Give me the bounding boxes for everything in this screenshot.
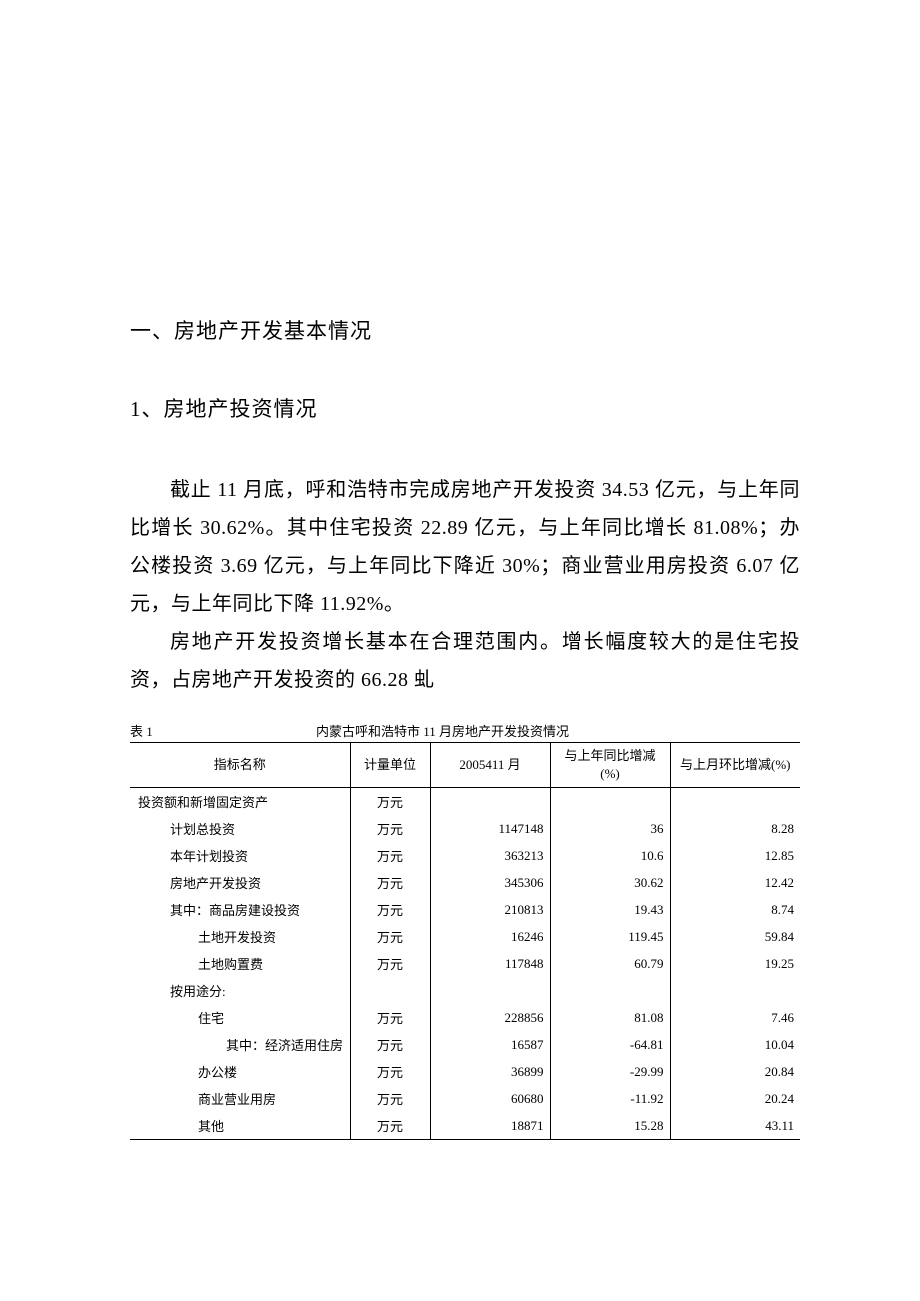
table-caption: 表 1 内蒙古呼和浩特市 11 月房地产开发投资情况 [130, 721, 800, 740]
cell-name: 土地开发投资 [130, 923, 350, 950]
document-page: 一、房地产开发基本情况 1、房地产投资情况 截止 11 月底，呼和浩特市完成房地… [0, 0, 920, 1301]
cell-mom: 8.74 [670, 896, 800, 923]
col-header-yoy: 与上年同比增减 (%) [550, 743, 670, 788]
cell-yoy: 81.08 [550, 1004, 670, 1031]
cell-name: 计划总投资 [130, 815, 350, 842]
cell-yoy: 30.62 [550, 869, 670, 896]
cell-name: 投资额和新增固定资产 [130, 788, 350, 816]
cell-value [430, 788, 550, 816]
cell-value: 18871 [430, 1112, 550, 1140]
cell-name: 办公楼 [130, 1058, 350, 1085]
cell-yoy: 15.28 [550, 1112, 670, 1140]
cell-value: 363213 [430, 842, 550, 869]
cell-yoy [550, 788, 670, 816]
cell-unit: 万元 [350, 869, 430, 896]
cell-name: 按用途分: [130, 977, 350, 1004]
cell-mom [670, 788, 800, 816]
cell-yoy: -64.81 [550, 1031, 670, 1058]
cell-mom: 43.11 [670, 1112, 800, 1140]
cell-unit: 万元 [350, 1085, 430, 1112]
cell-name: 商业营业用房 [130, 1085, 350, 1112]
cell-yoy: 60.79 [550, 950, 670, 977]
section-heading-1: 一、房地产开发基本情况 [130, 315, 800, 345]
table-row: 按用途分: [130, 977, 800, 1004]
cell-name: 其中：经济适用住房 [130, 1031, 350, 1058]
cell-value: 36899 [430, 1058, 550, 1085]
table-row: 其中：经济适用住房万元16587-64.8110.04 [130, 1031, 800, 1058]
cell-name: 其他 [130, 1112, 350, 1140]
table-body: 投资额和新增固定资产万元计划总投资万元1147148368.28本年计划投资万元… [130, 788, 800, 1140]
table-row: 住宅万元22885681.087.46 [130, 1004, 800, 1031]
table-row: 土地购置费万元11784860.7919.25 [130, 950, 800, 977]
cell-yoy: 10.6 [550, 842, 670, 869]
table-row: 房地产开发投资万元34530630.6212.42 [130, 869, 800, 896]
table-row: 其他万元1887115.2843.11 [130, 1112, 800, 1140]
cell-value [430, 977, 550, 1004]
col-header-mom: 与上月环比增减(%) [670, 743, 800, 788]
cell-value: 60680 [430, 1085, 550, 1112]
cell-value: 345306 [430, 869, 550, 896]
cell-unit: 万元 [350, 896, 430, 923]
cell-mom: 12.85 [670, 842, 800, 869]
cell-unit: 万元 [350, 950, 430, 977]
cell-mom: 10.04 [670, 1031, 800, 1058]
cell-unit: 万元 [350, 842, 430, 869]
cell-mom [670, 977, 800, 1004]
section-heading-2: 1、房地产投资情况 [130, 393, 800, 423]
col-header-value: 2005411 月 [430, 743, 550, 788]
table-title: 内蒙古呼和浩特市 11 月房地产开发投资情况 [316, 721, 569, 740]
cell-mom: 7.46 [670, 1004, 800, 1031]
table-row: 本年计划投资万元36321310.612.85 [130, 842, 800, 869]
cell-unit: 万元 [350, 815, 430, 842]
cell-yoy [550, 977, 670, 1004]
table-row: 商业营业用房万元60680-11.9220.24 [130, 1085, 800, 1112]
table-row: 土地开发投资万元16246119.4559.84 [130, 923, 800, 950]
cell-yoy: 119.45 [550, 923, 670, 950]
cell-name: 房地产开发投资 [130, 869, 350, 896]
cell-mom: 12.42 [670, 869, 800, 896]
cell-mom: 8.28 [670, 815, 800, 842]
table-row: 计划总投资万元1147148368.28 [130, 815, 800, 842]
cell-value: 117848 [430, 950, 550, 977]
table-label: 表 1 [130, 721, 153, 740]
cell-mom: 20.24 [670, 1085, 800, 1112]
cell-yoy: -29.99 [550, 1058, 670, 1085]
cell-unit: 万元 [350, 923, 430, 950]
cell-value: 16246 [430, 923, 550, 950]
cell-unit: 万元 [350, 1004, 430, 1031]
cell-mom: 19.25 [670, 950, 800, 977]
cell-name: 其中：商品房建设投资 [130, 896, 350, 923]
cell-yoy: 19.43 [550, 896, 670, 923]
investment-table: 指标名称 计量单位 2005411 月 与上年同比增减 (%) 与上月环比增减(… [130, 742, 800, 1140]
cell-name: 住宅 [130, 1004, 350, 1031]
paragraph-1: 截止 11 月底，呼和浩特市完成房地产开发投资 34.53 亿元，与上年同比增长… [130, 471, 800, 623]
cell-value: 16587 [430, 1031, 550, 1058]
paragraph-2: 房地产开发投资增长基本在合理范围内。增长幅度较大的是住宅投资，占房地产开发投资的… [130, 623, 800, 699]
table-header-row: 指标名称 计量单位 2005411 月 与上年同比增减 (%) 与上月环比增减(… [130, 743, 800, 788]
cell-unit: 万元 [350, 1058, 430, 1085]
cell-unit: 万元 [350, 1031, 430, 1058]
cell-value: 1147148 [430, 815, 550, 842]
cell-mom: 20.84 [670, 1058, 800, 1085]
cell-name: 土地购置费 [130, 950, 350, 977]
cell-yoy: -11.92 [550, 1085, 670, 1112]
table-row: 办公楼万元36899-29.9920.84 [130, 1058, 800, 1085]
cell-yoy: 36 [550, 815, 670, 842]
cell-value: 210813 [430, 896, 550, 923]
cell-value: 228856 [430, 1004, 550, 1031]
cell-unit [350, 977, 430, 1004]
col-header-unit: 计量单位 [350, 743, 430, 788]
table-row: 其中：商品房建设投资万元21081319.438.74 [130, 896, 800, 923]
col-header-name: 指标名称 [130, 743, 350, 788]
cell-unit: 万元 [350, 1112, 430, 1140]
cell-unit: 万元 [350, 788, 430, 816]
cell-name: 本年计划投资 [130, 842, 350, 869]
cell-mom: 59.84 [670, 923, 800, 950]
table-row: 投资额和新增固定资产万元 [130, 788, 800, 816]
